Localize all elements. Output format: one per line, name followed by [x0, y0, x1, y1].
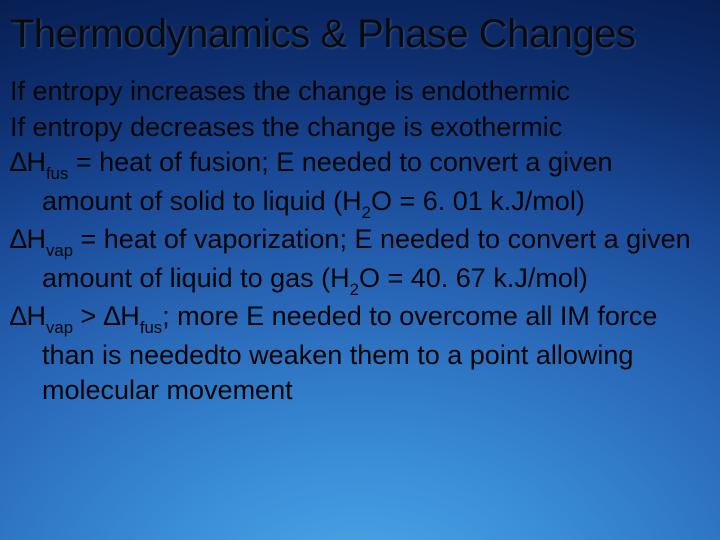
slide-body: If entropy increases the change is endot…: [10, 74, 710, 409]
body-line-2: If entropy decreases the change is exoth…: [10, 110, 710, 146]
line3-tail: O = 6. 01 k.J/mol): [371, 186, 585, 216]
vap-subscript: vap: [46, 241, 73, 260]
body-line-3: ∆Hfus = heat of fusion; E needed to conv…: [10, 145, 710, 222]
vap-subscript-2: vap: [46, 318, 73, 337]
slide-title: Thermodynamics & Phase Changes: [10, 12, 710, 56]
delta-h-vap-symbol: ∆H: [10, 224, 46, 254]
line5-mid: > ∆H: [73, 301, 140, 331]
delta-h-fus-symbol: ∆H: [10, 147, 46, 177]
fus-subscript: fus: [46, 164, 68, 183]
slide-container: Thermodynamics & Phase Changes If entrop…: [0, 0, 720, 540]
line4-tail: O = 40. 67 k.J/mol): [359, 263, 588, 293]
body-line-1: If entropy increases the change is endot…: [10, 74, 710, 110]
h2o-subscript-1: 2: [362, 203, 371, 222]
h2o-subscript-2: 2: [350, 280, 359, 299]
body-line-4: ∆Hvap = heat of vaporization; E needed t…: [10, 222, 710, 299]
body-line-5: ∆Hvap > ∆Hfus; more E needed to overcome…: [10, 299, 710, 409]
delta-h-vap-symbol-2: ∆H: [10, 301, 46, 331]
fus-subscript-2: fus: [140, 318, 162, 337]
